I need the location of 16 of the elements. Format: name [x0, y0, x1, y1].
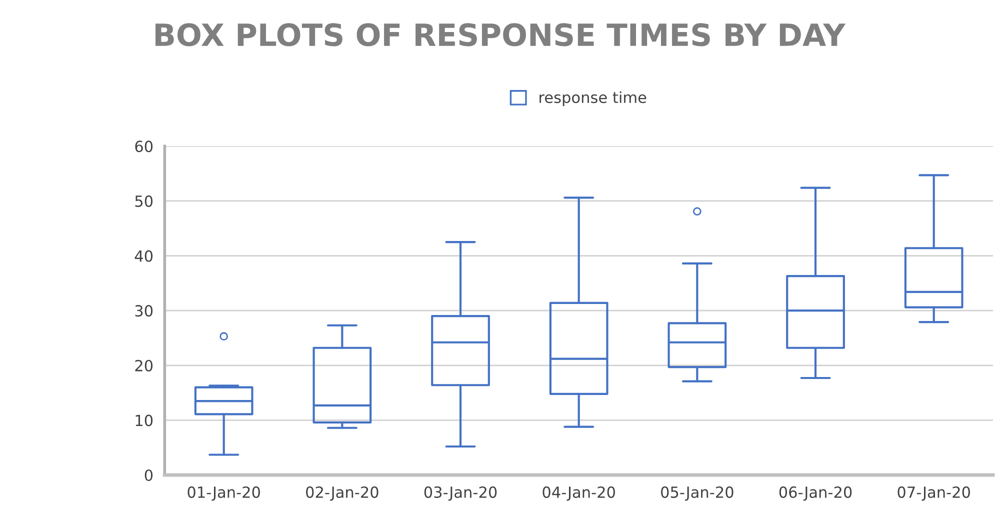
chart-title: BOX PLOTS OF RESPONSE TIMES BY DAY: [155, 23, 846, 46]
x-tick-label: 03-Jan-20: [424, 486, 497, 501]
legend-label: response time: [540, 91, 646, 106]
y-tick-label: 0: [144, 469, 153, 482]
x-tick-label: 07-Jan-20: [898, 486, 970, 501]
x-tick-label: 01-Jan-20: [188, 486, 260, 501]
x-tick-label: 02-Jan-20: [306, 486, 378, 501]
y-tick-label: 20: [135, 360, 153, 372]
y-tick-label: 30: [135, 305, 153, 317]
y-tick-label: 60: [135, 140, 153, 152]
x-tick-label: 05-Jan-20: [661, 486, 734, 501]
y-tick-label: 50: [135, 195, 153, 207]
x-tick-label: 04-Jan-20: [542, 486, 615, 501]
x-tick-label: 06-Jan-20: [779, 486, 852, 501]
y-tick-label: 40: [134, 250, 153, 262]
y-tick-label: 10: [136, 414, 153, 426]
